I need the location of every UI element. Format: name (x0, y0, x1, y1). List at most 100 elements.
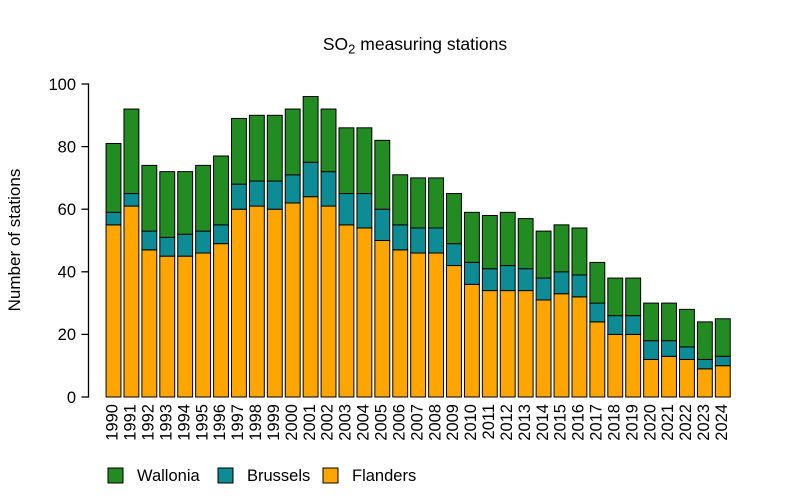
bar-segment-wallonia-2014 (535, 230, 552, 279)
bar-segment-wallonia-1993 (159, 171, 176, 238)
bar-segment-wallonia-2011 (481, 214, 498, 270)
bar-segment-brussels-2024 (714, 355, 731, 367)
bar-segment-brussels-1995 (195, 230, 212, 254)
bar-segment-wallonia-2005 (374, 139, 391, 210)
bar-segment-flanders-2005 (374, 240, 391, 398)
bar-segment-wallonia-2001 (302, 96, 319, 163)
bar-segment-brussels-2008 (428, 227, 445, 254)
x-tick-label: 2000 (283, 404, 301, 441)
bar-segment-flanders-2004 (356, 227, 373, 398)
bar-segment-brussels-1993 (159, 236, 176, 257)
bar-segment-brussels-2009 (446, 243, 462, 267)
bar-segment-flanders-2003 (338, 224, 355, 398)
bar-segment-flanders-1994 (177, 255, 194, 398)
bar-segment-brussels-1994 (177, 233, 194, 257)
x-tick-label: 2023 (695, 404, 713, 441)
bar-segment-brussels-2003 (338, 193, 355, 226)
x-tick-label: 2010 (462, 404, 480, 441)
bar-segment-wallonia-2003 (338, 127, 355, 195)
bar-segment-flanders-1995 (195, 252, 212, 398)
bar-segment-wallonia-1997 (230, 117, 247, 185)
legend-swatch-flanders (322, 467, 339, 484)
bar-segment-wallonia-2010 (463, 211, 480, 263)
bar-segment-brussels-2006 (392, 224, 409, 251)
y-axis-title: Number of stations (5, 169, 24, 312)
x-tick-label: 2022 (677, 404, 695, 441)
x-tick-label: 1992 (140, 404, 158, 441)
bar-segment-flanders-2009 (446, 265, 462, 398)
bar-segment-wallonia-2002 (320, 108, 337, 173)
bar-segment-wallonia-1994 (177, 171, 194, 235)
bar-segment-flanders-2001 (302, 196, 319, 398)
bar-segment-flanders-1999 (266, 208, 283, 398)
bar-segment-brussels-2016 (571, 274, 588, 298)
bar-segment-wallonia-1996 (213, 155, 229, 226)
x-tick-label: 2004 (355, 404, 373, 441)
bar-segment-wallonia-2017 (589, 261, 606, 304)
bar-segment-brussels-1998 (248, 180, 265, 207)
bar-segment-flanders-1993 (159, 255, 176, 398)
bar-segment-brussels-2007 (410, 227, 427, 254)
bar-segment-brussels-1997 (230, 183, 247, 210)
y-tick-label: 100 (48, 76, 76, 94)
x-tick-label: 2002 (319, 404, 337, 441)
bar-segment-flanders-2015 (553, 293, 570, 398)
legend-swatch-brussels (217, 467, 234, 484)
bar-segment-brussels-2017 (589, 302, 606, 323)
bar-segment-wallonia-2009 (446, 193, 462, 245)
x-tick-label: 1996 (211, 404, 229, 441)
bar-segment-brussels-2004 (356, 193, 373, 229)
bar-segment-flanders-1998 (248, 205, 265, 398)
x-tick-label: 2018 (605, 404, 623, 441)
y-tick-label: 80 (58, 138, 76, 156)
x-tick-label: 1994 (175, 404, 193, 441)
bar-segment-flanders-2013 (517, 290, 534, 398)
bar-segment-brussels-1990 (105, 211, 122, 226)
bar-segment-wallonia-2023 (696, 321, 713, 360)
bar-segment-wallonia-1991 (123, 108, 140, 195)
legend-label-brussels: Brussels (247, 467, 310, 485)
x-tick-label: 2007 (408, 404, 426, 441)
bar-segment-brussels-1992 (141, 230, 158, 251)
bar-segment-flanders-2006 (392, 249, 409, 398)
bar-segment-wallonia-2021 (661, 302, 677, 342)
y-tick-label: 20 (58, 326, 76, 344)
x-tick-label: 2019 (623, 404, 641, 441)
bar-segment-brussels-2021 (661, 340, 677, 357)
x-tick-label: 2020 (641, 404, 659, 441)
bar-segment-brussels-2019 (625, 315, 642, 335)
bar-segment-brussels-2023 (696, 358, 713, 370)
x-tick-label: 1997 (229, 404, 247, 441)
bar-segment-flanders-2017 (589, 321, 606, 398)
x-tick-label: 2021 (659, 404, 677, 441)
bar-segment-flanders-2014 (535, 299, 552, 398)
bar-segment-wallonia-2004 (356, 127, 373, 195)
bar-segment-brussels-2011 (481, 268, 498, 292)
bar-segment-flanders-2022 (678, 358, 695, 398)
x-tick-label: 2014 (534, 404, 552, 441)
chart-title: SO2 measuring stations (323, 34, 508, 57)
bar-segment-brussels-2014 (535, 277, 552, 301)
x-tick-label: 1991 (122, 404, 140, 441)
y-tick-label: 40 (58, 264, 76, 282)
bar-segment-flanders-1990 (105, 224, 122, 398)
bar-segment-brussels-2010 (463, 261, 480, 285)
bar-segment-wallonia-1992 (141, 164, 158, 232)
bar-segment-wallonia-1990 (105, 142, 122, 213)
bar-segment-flanders-1996 (213, 243, 229, 398)
x-tick-label: 2015 (552, 404, 570, 441)
x-tick-label: 1995 (193, 404, 211, 441)
bar-segment-flanders-2021 (661, 355, 677, 398)
bar-segment-wallonia-2018 (607, 277, 624, 317)
x-tick-label: 2009 (444, 404, 462, 441)
bar-segment-wallonia-2013 (517, 218, 534, 270)
y-tick-label: 60 (58, 201, 76, 219)
bar-segment-flanders-2016 (571, 296, 588, 398)
bar-segment-flanders-2000 (284, 202, 301, 398)
x-tick-label: 2017 (588, 404, 606, 441)
bar-segment-flanders-2020 (643, 358, 660, 398)
bar-segment-wallonia-2022 (678, 308, 695, 348)
bar-segment-brussels-1996 (213, 224, 229, 245)
bar-segment-flanders-2007 (410, 252, 427, 398)
